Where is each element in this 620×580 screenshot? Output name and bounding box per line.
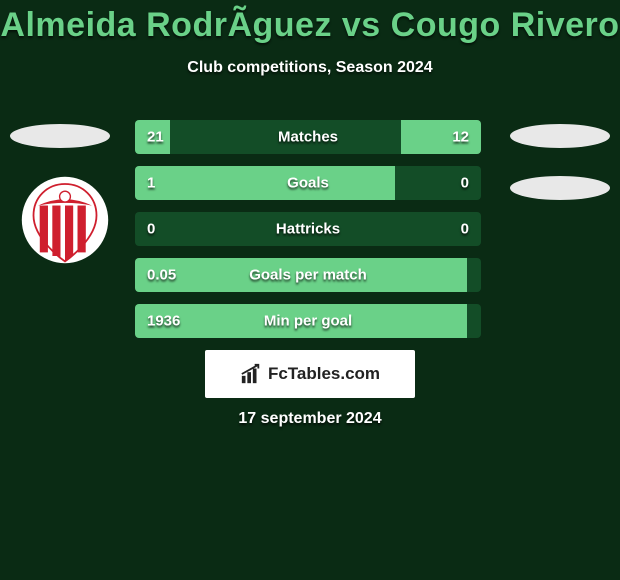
brand-text: FcTables.com xyxy=(268,364,380,384)
stat-label: Min per goal xyxy=(264,313,352,330)
date-text: 17 september 2024 xyxy=(238,410,381,428)
stat-value-left: 21 xyxy=(147,129,164,146)
player-right-placeholder-2 xyxy=(510,176,610,200)
stat-row-hattricks: 0 Hattricks 0 xyxy=(135,212,481,246)
page-subtitle: Club competitions, Season 2024 xyxy=(0,59,620,77)
stat-row-min-per-goal: 1936 Min per goal xyxy=(135,304,481,338)
page-title: Almeida RodrÃ­guez vs Cougo Rivero xyxy=(0,0,620,45)
brand-link[interactable]: FcTables.com xyxy=(205,350,415,398)
stat-bar-left xyxy=(135,166,395,200)
stat-value-left: 1936 xyxy=(147,313,180,330)
player-left-placeholder xyxy=(10,124,110,148)
stat-row-matches: 21 Matches 12 xyxy=(135,120,481,154)
stat-label: Hattricks xyxy=(276,221,340,238)
bars-icon xyxy=(240,363,262,385)
stat-row-goals: 1 Goals 0 xyxy=(135,166,481,200)
stats-container: 21 Matches 12 1 Goals 0 0 Hattricks 0 0.… xyxy=(135,120,481,350)
stat-value-left: 0.05 xyxy=(147,267,176,284)
stat-label: Goals per match xyxy=(249,267,367,284)
stat-label: Matches xyxy=(278,129,338,146)
stat-label: Goals xyxy=(287,175,329,192)
stat-value-right: 0 xyxy=(461,221,469,238)
stat-value-left: 0 xyxy=(147,221,155,238)
player-right-placeholder xyxy=(510,124,610,148)
stat-row-goals-per-match: 0.05 Goals per match xyxy=(135,258,481,292)
stat-value-left: 1 xyxy=(147,175,155,192)
stat-value-right: 12 xyxy=(452,129,469,146)
team-crest-left xyxy=(20,175,110,265)
stat-value-right: 0 xyxy=(461,175,469,192)
